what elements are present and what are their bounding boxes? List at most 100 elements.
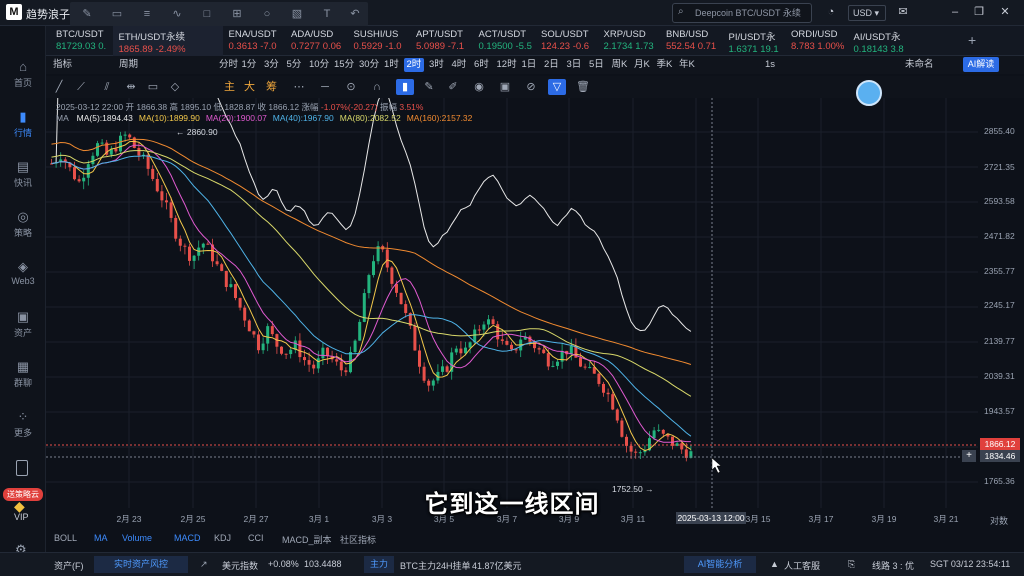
line-status[interactable]: 线路 3 : 优 [872,561,915,571]
rect-icon[interactable]: □ [203,8,211,20]
sidebar-item-2[interactable]: ▤ 快讯 [0,160,46,189]
sidebar-item-5[interactable]: ▣ 资产 [0,310,46,339]
add-ticker-icon[interactable]: + [968,32,977,48]
wave-icon[interactable]: ∿ [172,8,182,20]
indicator-tab-7[interactable]: 社区指标 [340,535,377,545]
ticker-item[interactable]: ENA/USDT 0.3613 -7.0 [223,26,285,56]
pencil-icon[interactable]: ✎ [424,81,434,93]
sidebar-item-3[interactable]: ◎ 策略 [0,210,46,239]
parallel-tool-icon[interactable]: ⫽ [104,81,110,93]
interval-2[interactable]: 3分 [264,59,279,70]
ticker-item[interactable]: SOL/USDT 124.23 -0.6 [535,26,597,56]
restore-icon[interactable]: ❐ [974,6,984,18]
interval-13[interactable]: 1日 [521,59,537,70]
sec-toggle[interactable]: 1s [765,59,776,70]
indicator-tab-6[interactable]: MACD_副本 [282,535,332,545]
interval-3[interactable]: 5分 [286,59,302,70]
ticker-item[interactable]: ETH/USDT永续 1865.89 -2.49% [112,26,223,56]
sidebar-item-0[interactable]: ⌂ 首页 [0,60,46,89]
layout-select[interactable]: 未命名 [905,59,934,70]
tag-chips[interactable]: 筹 [266,81,277,93]
interval-18[interactable]: 月K [634,59,650,70]
ruler-icon[interactable]: ▭ [111,8,123,20]
indicator-menu[interactable]: 指标 [53,59,73,70]
indicator-tab-2[interactable]: Volume [122,533,153,543]
tag-main[interactable]: 主 [224,81,235,93]
interval-1[interactable]: 1分 [241,59,257,70]
indicator-tab-3[interactable]: MACD [174,533,201,543]
dots-icon[interactable]: ⋯ [293,81,305,93]
interval-7[interactable]: 1时 [384,59,399,70]
close-icon[interactable]: ✕ [1000,6,1010,18]
currency-select[interactable]: USD ▾ [848,5,886,21]
interval-17[interactable]: 周K [611,59,628,70]
ray-tool-icon[interactable]: ⟋ [77,81,85,93]
text-icon[interactable]: T [323,8,331,20]
magnet-icon[interactable]: ∩ [373,81,381,93]
interval-20[interactable]: 年K [679,59,695,70]
interval-9[interactable]: 3时 [429,59,444,70]
indicator-tab-1[interactable]: MA [94,533,108,543]
circle-icon[interactable]: ○ [263,8,271,20]
line-tool-icon[interactable]: ╱ [55,81,63,93]
interval-11[interactable]: 6时 [474,59,489,70]
ticker-item[interactable]: APT/USDT 5.0989 -7.1 [410,26,472,56]
sidebar-item-6[interactable]: ▦ 群聊 [0,360,46,389]
indicator-tab-5[interactable]: CCI [248,533,264,543]
tag-big[interactable]: 大 [244,81,255,93]
sidebar-item-1[interactable]: ▮ 行情 [0,110,46,139]
interval-5[interactable]: 15分 [334,59,355,70]
ticker-item[interactable]: AI/USDT永 0.18143 3.8 [848,26,910,56]
assets-label[interactable]: 资产(F) [54,561,84,571]
shape-tool-icon[interactable]: ◇ [170,81,180,93]
risk-button[interactable]: 实时资产风控 [94,556,188,573]
interval-19[interactable]: 季K [656,59,673,70]
trash-icon[interactable]: 🗑 [576,81,590,93]
eye-icon[interactable]: ◉ [474,81,484,93]
search-input[interactable]: Deepcoin BTC/USDT 永续 [672,3,812,23]
interval-4[interactable]: 10分 [309,59,330,70]
mail-icon[interactable]: ✉ [898,6,908,18]
assistant-bubble[interactable] [856,80,882,106]
ticker-item[interactable]: PI/USDT永 1.6371 19.1 [723,26,785,56]
lines-icon[interactable]: ≡ [143,8,151,20]
ticker-item[interactable]: BNB/USD 552.54 0.71 [660,26,722,56]
interval-10[interactable]: 4时 [451,59,467,70]
phone-icon[interactable] [16,460,28,476]
image-icon[interactable]: ▧ [291,8,303,20]
indicator-tab-0[interactable]: BOLL [54,533,78,543]
bookmark-icon[interactable]: ▮ [396,79,414,95]
share-icon[interactable]: ⎘ [848,559,856,569]
minimize-icon[interactable]: – [951,6,959,18]
interval-8[interactable]: 2时 [403,58,425,72]
interval-16[interactable]: 5日 [589,59,604,70]
brush-icon[interactable]: ✐ [448,81,458,93]
ticker-item[interactable]: ORDI/USD 8.783 1.00% [785,26,847,56]
sidebar-item-7[interactable]: ⁘ 更多 [0,410,46,439]
grid-icon[interactable]: ⊞ [232,8,242,20]
ticker-item[interactable]: BTC/USDT 81729.03 0. [50,26,112,56]
support-button[interactable]: 人工客服 [784,561,821,571]
scale-log-toggle[interactable]: 对数 [990,516,1009,526]
bell-icon[interactable]: ◔ [827,6,835,18]
indicator-tab-4[interactable]: KDJ [214,533,232,543]
add-line-icon[interactable]: + [962,450,976,462]
price-chart[interactable]: ← 2860.90 1752.50 → 2月 23 2月 25 2月 27 3月 1 3月 … [46,98,978,528]
interval-15[interactable]: 3日 [566,59,582,70]
interval-0[interactable]: 分时 [219,59,239,70]
pen-icon[interactable]: ✎ [82,8,92,20]
hline-tool-icon[interactable]: ⇹ [126,81,136,93]
interval-14[interactable]: 2日 [544,59,559,70]
period-menu[interactable]: 周期 [119,59,139,70]
hline-icon[interactable]: ─ [321,81,329,93]
rect-tool-icon[interactable]: ▭ [147,81,159,93]
ticker-item[interactable]: XRP/USD 2.1734 1.73 [598,26,660,56]
lock-icon[interactable]: ▣ [499,81,511,93]
promo-badge[interactable]: 送策略云 [3,488,43,501]
target-icon[interactable]: ⊙ [346,81,356,93]
undo-icon[interactable]: ↶ [350,8,360,20]
interval-12[interactable]: 12时 [496,59,517,70]
interval-6[interactable]: 30分 [359,59,380,70]
ticker-item[interactable]: SUSHI/US 0.5929 -1.0 [348,26,410,56]
ticker-item[interactable]: ADA/USD 0.7277 0.06 [285,26,347,56]
